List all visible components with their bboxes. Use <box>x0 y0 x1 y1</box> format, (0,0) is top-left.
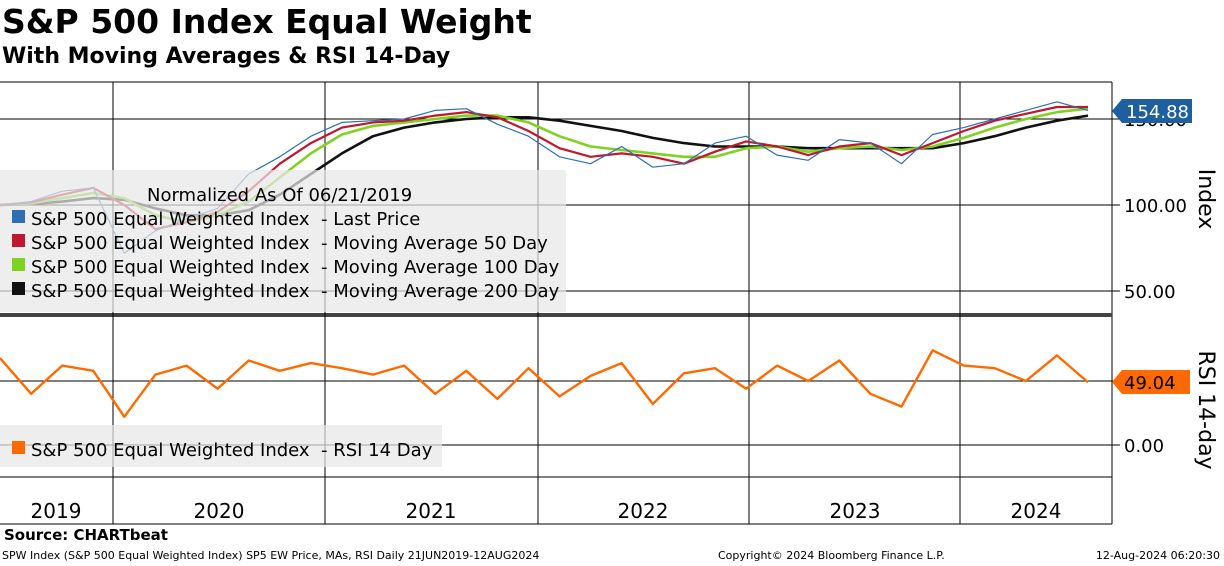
legend-swatch-ma200 <box>12 282 25 295</box>
x-tick-label-2023: 2023 <box>830 499 881 523</box>
legend-swatch-ma100 <box>12 258 25 271</box>
footer-description: SPW Index (S&P 500 Equal Weighted Index)… <box>2 549 540 562</box>
legend-label-ma200: S&P 500 Equal Weighted Index - Moving Av… <box>31 281 560 302</box>
ytick-label-rsi-0: 0.00 <box>1124 436 1164 457</box>
x-tick-label-2019: 2019 <box>31 499 82 523</box>
normalized-label: Normalized As Of 06/21/2019 <box>147 185 412 206</box>
ytick-label-100: 100.00 <box>1124 196 1187 217</box>
footer-copyright: Copyright© 2024 Bloomberg Finance L.P. <box>718 549 945 562</box>
price-legend-box <box>0 170 566 312</box>
legend-label-ma100: S&P 500 Equal Weighted Index - Moving Av… <box>31 257 560 278</box>
rsi-series-group <box>0 349 1089 418</box>
legend-label-price: S&P 500 Equal Weighted Index - Last Pric… <box>31 209 420 230</box>
x-tick-label-2024: 2024 <box>1011 499 1062 523</box>
legend-swatch-price <box>12 210 25 223</box>
last-price-tag <box>1112 99 1192 123</box>
legend-label-ma50: S&P 500 Equal Weighted Index - Moving Av… <box>31 233 548 254</box>
last-price-label: 154.88 <box>1126 102 1189 123</box>
rsi-last-label: 49.04 <box>1124 373 1176 394</box>
rsi-axis-title: RSI 14-day <box>1193 350 1218 469</box>
legend-swatch-ma50 <box>12 234 25 247</box>
x-tick-label-2022: 2022 <box>618 499 669 523</box>
rsi-last-tag <box>1112 370 1190 394</box>
rsi-line <box>0 349 1089 418</box>
legend-swatch-rsi <box>12 441 25 454</box>
x-axis: 2019 2020 2021 2022 2023 2024 <box>31 499 1062 523</box>
price-axis-title: Index <box>1193 169 1218 230</box>
legend-label-rsi: S&P 500 Equal Weighted Index - RSI 14 Da… <box>31 440 433 461</box>
rsi-legend-box <box>0 425 442 467</box>
ytick-label-50: 50.00 <box>1124 282 1176 303</box>
x-tick-label-2021: 2021 <box>406 499 457 523</box>
chart-title: S&P 500 Index Equal Weight <box>2 2 532 41</box>
x-tick-label-2020: 2020 <box>194 499 245 523</box>
footer-timestamp: 12-Aug-2024 06:20:30 <box>1095 549 1220 562</box>
source-label: Source: CHARTbeat <box>4 526 168 544</box>
chart-subtitle: With Moving Averages & RSI 14-Day <box>2 44 451 69</box>
